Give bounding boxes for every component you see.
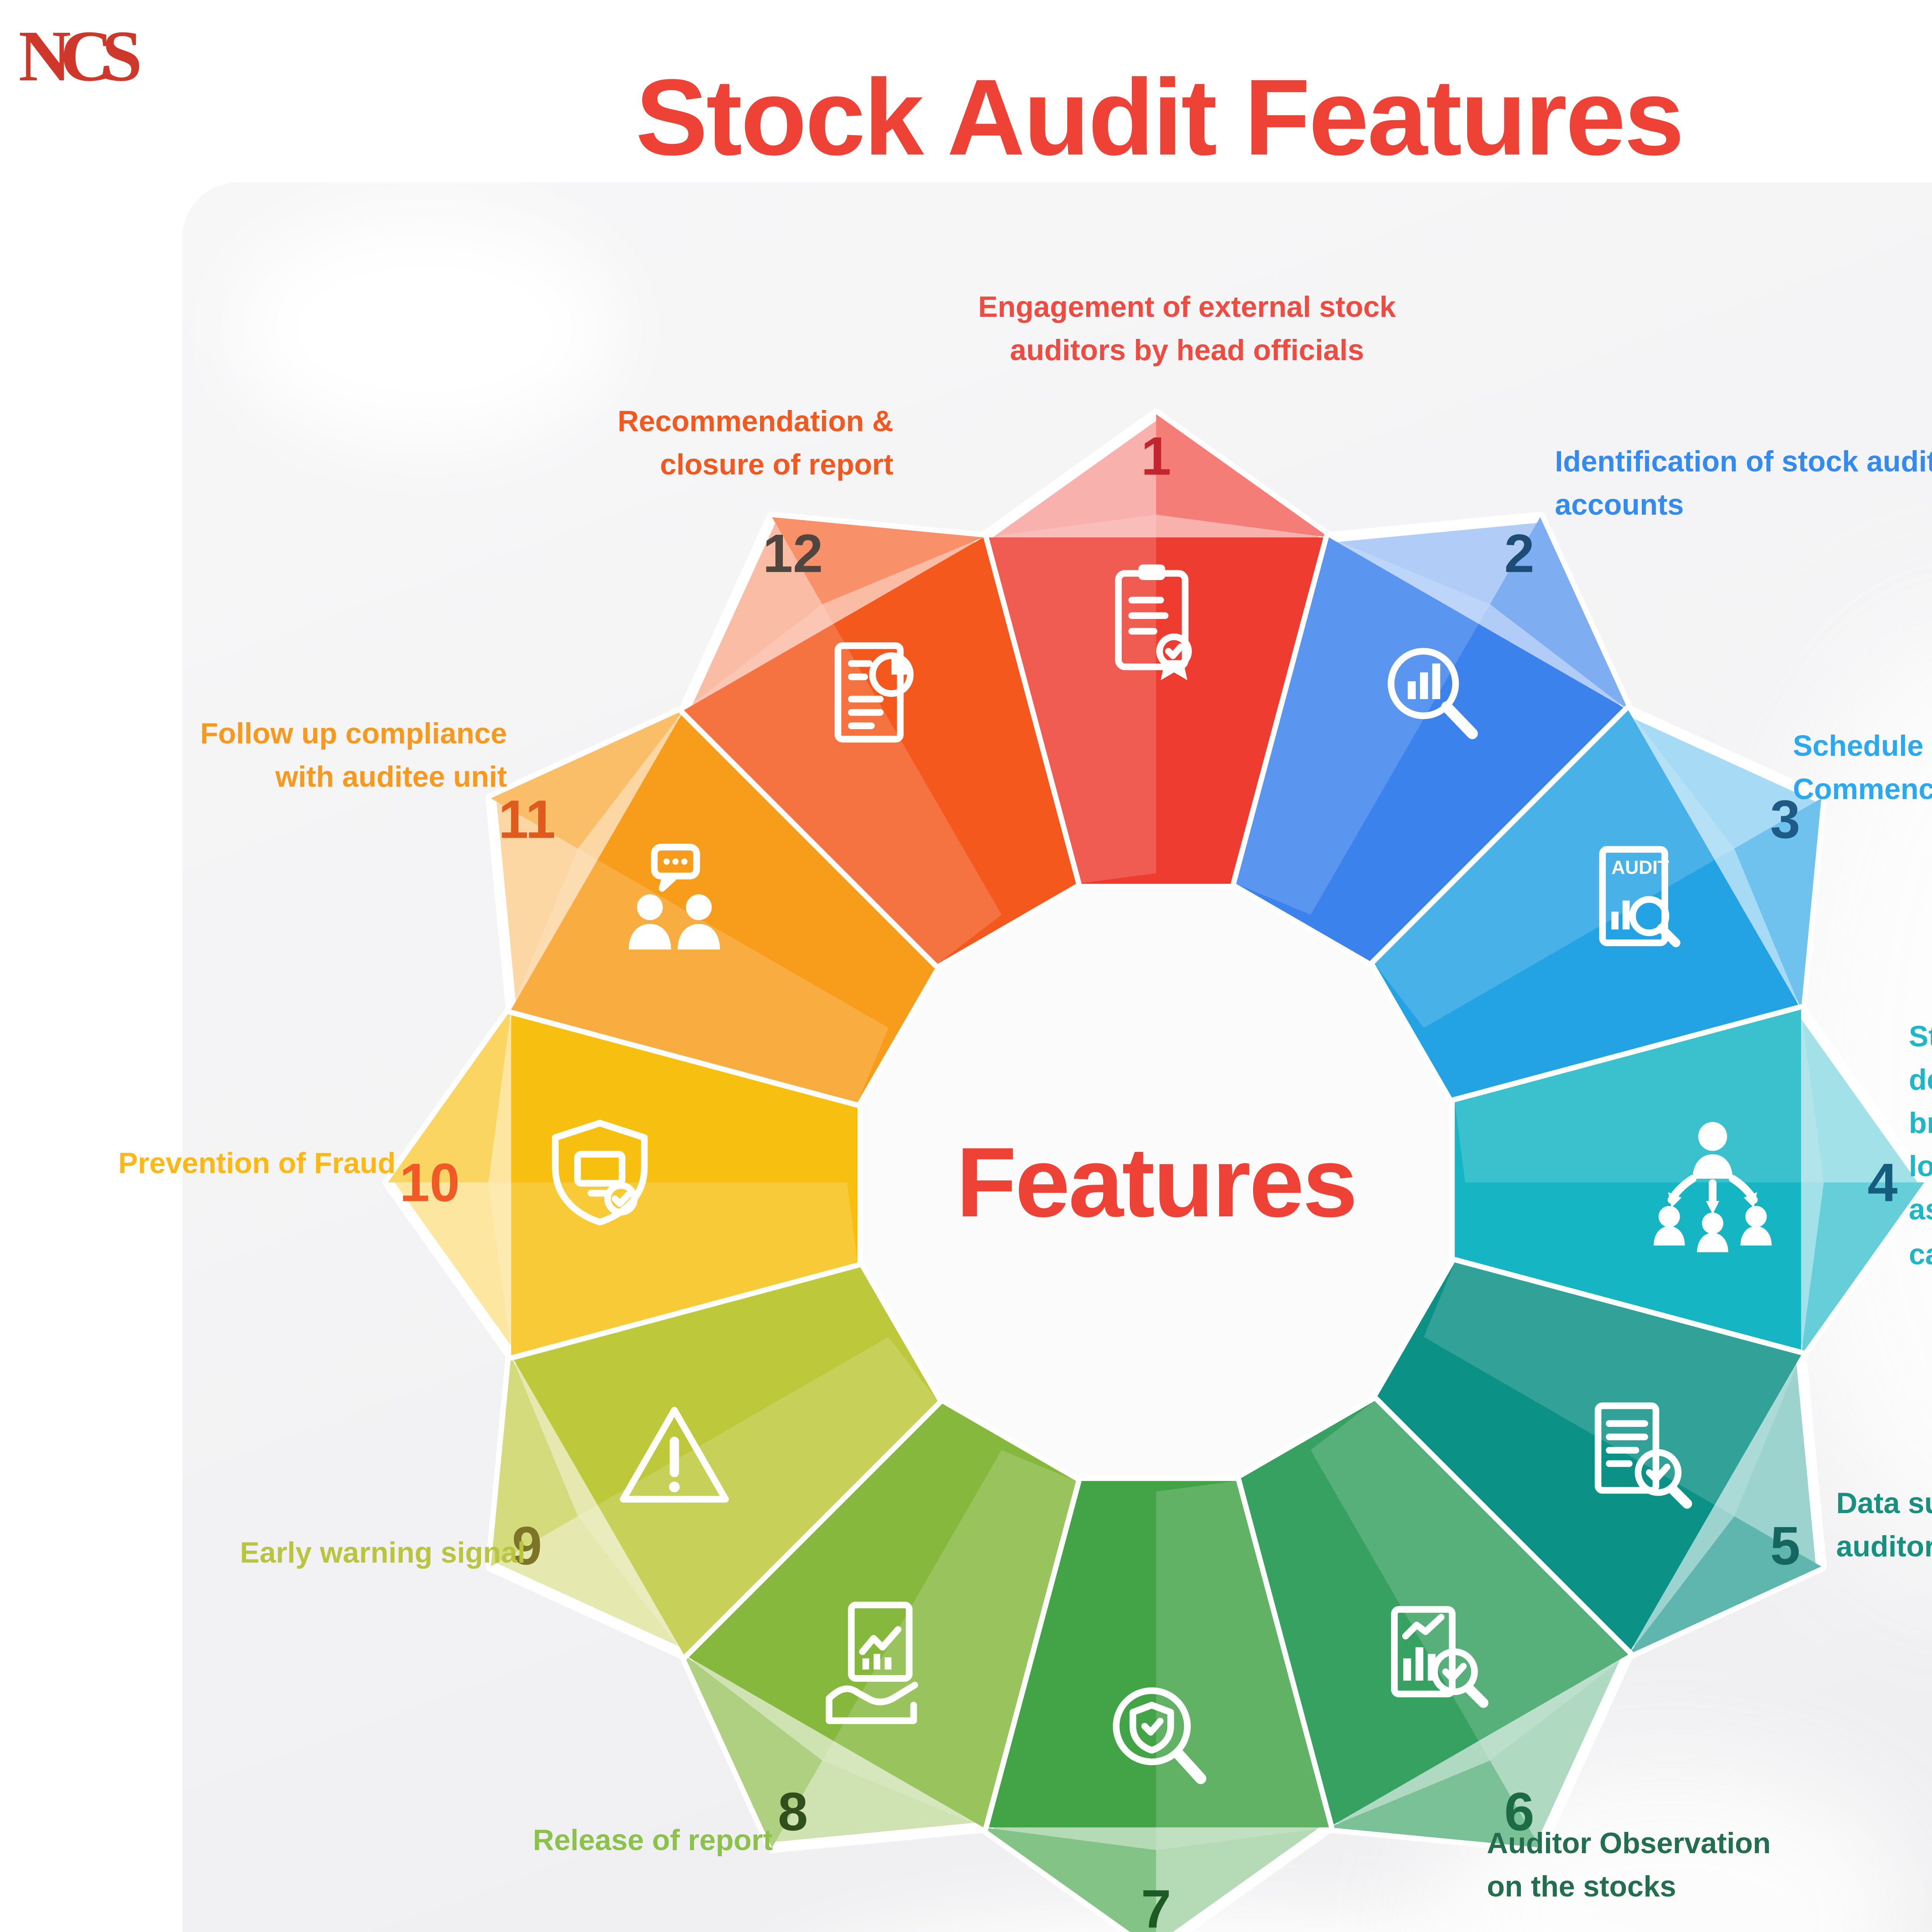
segment-label-1: Engagement of external stock auditors by… bbox=[978, 292, 1396, 368]
segment-tip-shade bbox=[1734, 798, 1821, 1010]
search-chart-icon bbox=[1388, 648, 1478, 739]
background-blob bbox=[232, 213, 618, 445]
wheel-segment-7: 7 bbox=[978, 1475, 1335, 1932]
segment-tip-shade bbox=[491, 1355, 578, 1566]
segment-tip-shade bbox=[1329, 1760, 1540, 1848]
segment-number-12: 12 bbox=[763, 523, 823, 583]
segment-fold-highlight bbox=[1236, 537, 1490, 915]
segment-number-8: 8 bbox=[778, 1781, 808, 1842]
segment-tip-shade bbox=[772, 517, 983, 604]
segment-label-11: Follow up compliance with auditee unit bbox=[200, 719, 507, 795]
segment-number-2: 2 bbox=[1504, 523, 1534, 583]
segment-body bbox=[511, 1262, 938, 1655]
segment-number-9: 9 bbox=[512, 1515, 542, 1576]
segment-fold-highlight bbox=[1423, 1262, 1801, 1516]
segment-number-7: 7 bbox=[1141, 1879, 1171, 1932]
closure-report-icon bbox=[835, 642, 914, 743]
document-verification-icon bbox=[1595, 1402, 1692, 1509]
segment-label-12: Recommendation & closure of report bbox=[617, 406, 893, 483]
wheel-segment-6: 6 bbox=[1231, 1395, 1634, 1853]
fraud-detection-icon bbox=[1113, 1687, 1206, 1784]
wheel-center-disc bbox=[841, 867, 1471, 1498]
segment-label-4: Stock audit delegation to other branch a… bbox=[1909, 1022, 1932, 1272]
segment-number-11: 11 bbox=[498, 789, 556, 850]
wheel-segment-9: 9 bbox=[485, 1257, 943, 1660]
segment-number-5: 5 bbox=[1770, 1515, 1800, 1576]
fraud-prevention-shield-icon bbox=[552, 1119, 648, 1226]
segment-fold-highlight bbox=[1454, 1009, 1824, 1182]
segment-body bbox=[1374, 1262, 1801, 1655]
segment-number-6: 6 bbox=[1504, 1781, 1534, 1842]
segment-label-8: Release of report bbox=[533, 1825, 773, 1858]
segment-label-10: Prevention of Fraud bbox=[118, 1148, 396, 1181]
segment-number-4: 4 bbox=[1867, 1152, 1898, 1213]
segment-number-10: 10 bbox=[400, 1152, 460, 1213]
segment-body bbox=[1236, 537, 1628, 964]
segment-fold-highlight bbox=[822, 1450, 1076, 1828]
wheel-segment-10: 10 bbox=[383, 1004, 863, 1361]
segment-label-9: Early warning signal bbox=[240, 1538, 526, 1570]
segment-tip-shade bbox=[1628, 1516, 1821, 1655]
wheel-segment-5: 5 bbox=[1369, 1257, 1827, 1660]
segment-number-3: 3 bbox=[1770, 789, 1800, 850]
segment-label-5: Data submission to the auditor for verif… bbox=[1836, 1488, 1932, 1565]
segment-tip-shade bbox=[1801, 1182, 1924, 1355]
page-title: Stock Audit Features bbox=[635, 57, 1684, 178]
segment-body bbox=[511, 710, 938, 1102]
wheel-segment-3: AUDIT 3 bbox=[1369, 705, 1827, 1108]
svg-text:AUDIT: AUDIT bbox=[1611, 857, 1669, 878]
segment-tip-shade bbox=[983, 1827, 1156, 1932]
segment-tip-shade bbox=[491, 710, 684, 849]
segment-number-1: 1 bbox=[1141, 426, 1171, 486]
wheel-segment-11: 11 bbox=[485, 705, 943, 1108]
segment-tip-shade bbox=[1490, 517, 1628, 710]
segment-body bbox=[511, 1009, 858, 1355]
segment-body bbox=[1374, 710, 1801, 1102]
segment-label-6: Auditor Observation on the stocks bbox=[1487, 1828, 1771, 1905]
segment-body bbox=[1454, 1009, 1801, 1355]
audit-report-icon: AUDIT bbox=[1599, 846, 1680, 947]
segment-body bbox=[684, 537, 1076, 964]
segment-fold-highlight bbox=[684, 604, 1002, 964]
segment-body bbox=[983, 1481, 1329, 1828]
segment-fold-highlight bbox=[1374, 710, 1735, 1028]
stock-observation-icon bbox=[1391, 1606, 1489, 1708]
segment-tip-shade bbox=[1156, 414, 1329, 537]
ncs-logo: NCS bbox=[19, 17, 142, 97]
center-title: Features bbox=[956, 1127, 1357, 1238]
report-release-icon bbox=[825, 1601, 918, 1724]
segment-fold-highlight bbox=[1156, 1481, 1329, 1850]
segment-fold-highlight bbox=[983, 515, 1156, 884]
segment-fold-highlight bbox=[1311, 1401, 1628, 1761]
segment-label-3: Schedule & Commencement of audit bbox=[1793, 731, 1932, 807]
segment-tip-shade bbox=[388, 1009, 511, 1182]
segment-label-2: Identification of stock audit accounts bbox=[1555, 447, 1932, 523]
wheel-segment-12: 12 bbox=[679, 512, 1082, 969]
segment-body bbox=[983, 537, 1329, 884]
segment-tip-shade bbox=[684, 1655, 822, 1848]
clipboard-certificate-icon bbox=[1115, 564, 1192, 680]
segment-fold-highlight bbox=[511, 849, 889, 1102]
segment-fold-highlight bbox=[488, 1182, 858, 1355]
segment-body bbox=[1236, 1401, 1628, 1828]
compliance-discussion-icon bbox=[629, 844, 720, 950]
wheel-segment-8: 8 bbox=[679, 1395, 1082, 1853]
delegation-hierarchy-icon bbox=[1653, 1122, 1772, 1252]
warning-signal-icon bbox=[620, 1406, 729, 1503]
wheel-segment-4: 4 bbox=[1449, 1004, 1930, 1361]
segment-body bbox=[684, 1401, 1076, 1828]
wheel-segment-2: 2 bbox=[1231, 512, 1634, 969]
segment-fold-highlight bbox=[578, 1337, 938, 1655]
